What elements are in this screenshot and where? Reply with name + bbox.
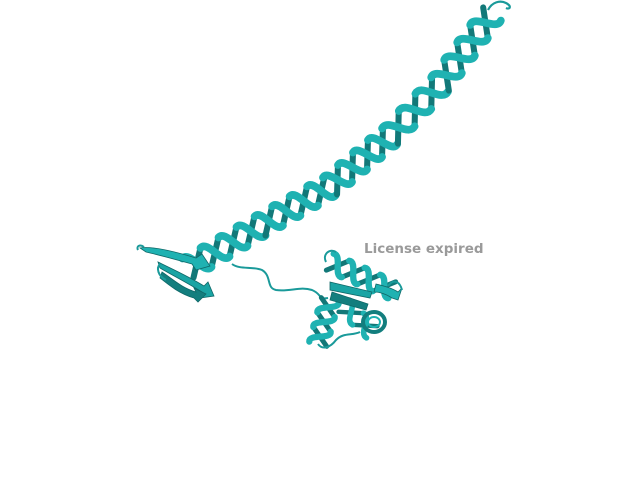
- helix-turn-front: [314, 299, 342, 316]
- helix-turn-front: [285, 191, 322, 211]
- helix-turn-front: [330, 250, 345, 281]
- helix-turn-front: [394, 103, 436, 117]
- helix-turn-front: [306, 328, 334, 345]
- linker-coil: [231, 263, 329, 300]
- helix-turn-front: [361, 264, 376, 295]
- helix-turn-front: [364, 134, 401, 151]
- helix-turn-front: [303, 181, 340, 201]
- helix-turn-front: [214, 232, 252, 252]
- license-watermark: License expired: [364, 241, 484, 257]
- helix-turn-front: [232, 221, 270, 241]
- long-alpha-helix: [178, 4, 505, 281]
- globular-domain: [306, 249, 403, 349]
- helix-turn-front: [310, 313, 338, 331]
- helix-turn-front: [268, 201, 305, 221]
- helix-turn-front: [196, 242, 234, 262]
- helix-turn-front: [349, 146, 386, 163]
- helix-turn-front: [453, 34, 492, 47]
- helix-turn-front: [250, 211, 287, 231]
- helix-turn-front: [427, 69, 466, 82]
- helix-turn-front: [440, 51, 479, 64]
- beta-sheet-left: [136, 244, 215, 303]
- terminal-loop: [487, 0, 511, 11]
- helix-turn-front: [411, 86, 452, 99]
- helix-turn-front: [346, 257, 361, 288]
- helix-turn-front: [334, 159, 371, 176]
- helix-turn-front: [378, 121, 419, 134]
- helix-turn-front: [466, 16, 505, 29]
- helix-turn-front: [319, 171, 356, 188]
